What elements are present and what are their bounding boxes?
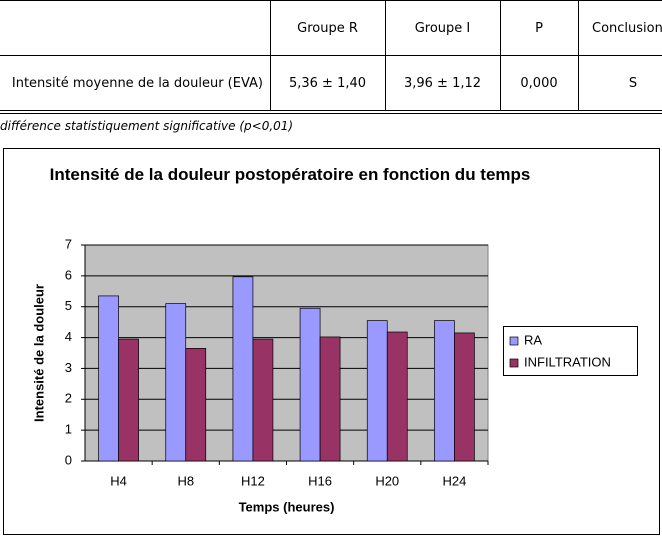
legend-swatch (509, 336, 519, 346)
bar (252, 338, 274, 462)
y-tick-label: 4 (65, 329, 72, 344)
footnote: différence statistiquement significative… (0, 119, 294, 133)
header-cell: Conclusion (592, 20, 662, 36)
legend-box (503, 326, 638, 376)
rule (500, 0, 501, 110)
y-tick-label: 6 (65, 267, 72, 282)
y-tick-label: 3 (65, 360, 72, 375)
bar (165, 303, 187, 462)
stats-table: Groupe R Groupe I P Conclusion Intensité… (0, 0, 662, 114)
header-cell: Groupe I (414, 20, 471, 36)
legend-swatch (509, 358, 519, 368)
x-tick-label: H24 (442, 473, 466, 488)
header-cell: Groupe R (297, 20, 358, 36)
cell: 5,36 ± 1,40 (288, 75, 367, 91)
bar (299, 307, 321, 462)
x-tick-label: H12 (241, 473, 265, 488)
rule (270, 0, 271, 110)
bar (386, 331, 408, 462)
bar (232, 276, 254, 462)
bar (185, 348, 207, 462)
rule (0, 113, 662, 114)
y-tick-label: 1 (65, 422, 72, 437)
cell: S (628, 75, 638, 91)
rule (385, 0, 386, 110)
y-tick-label: 2 (65, 391, 72, 406)
x-tick-label: H4 (110, 473, 127, 488)
row-label: Intensité moyenne de la douleur (EVA) (11, 75, 263, 91)
x-axis-title: Temps (heures) (239, 499, 335, 514)
bar (319, 336, 341, 462)
rule (0, 0, 662, 1)
rule (0, 110, 662, 111)
x-tick-label: H20 (375, 473, 399, 488)
y-tick-label: 0 (65, 452, 72, 467)
bar (98, 295, 119, 462)
rule (578, 0, 579, 110)
bar (366, 320, 388, 462)
plot-area (84, 244, 489, 462)
x-tick-label: H8 (177, 473, 194, 488)
legend-label: INFILTRATION (524, 354, 611, 369)
header-cell: P (535, 20, 543, 36)
bar (434, 320, 455, 462)
y-tick-label: 5 (65, 298, 72, 313)
bar (118, 338, 139, 462)
chart-title: Intensité de la douleur postopératoire e… (49, 165, 531, 184)
y-axis-title: Intensité de la douleur (31, 284, 46, 422)
cell: 3,96 ± 1,12 (403, 75, 482, 91)
x-tick-label: H16 (308, 473, 332, 488)
rule (0, 55, 662, 56)
y-tick-label: 7 (65, 236, 72, 251)
legend-label: RA (524, 332, 542, 347)
bar (454, 332, 475, 462)
cell: 0,000 (520, 75, 558, 91)
